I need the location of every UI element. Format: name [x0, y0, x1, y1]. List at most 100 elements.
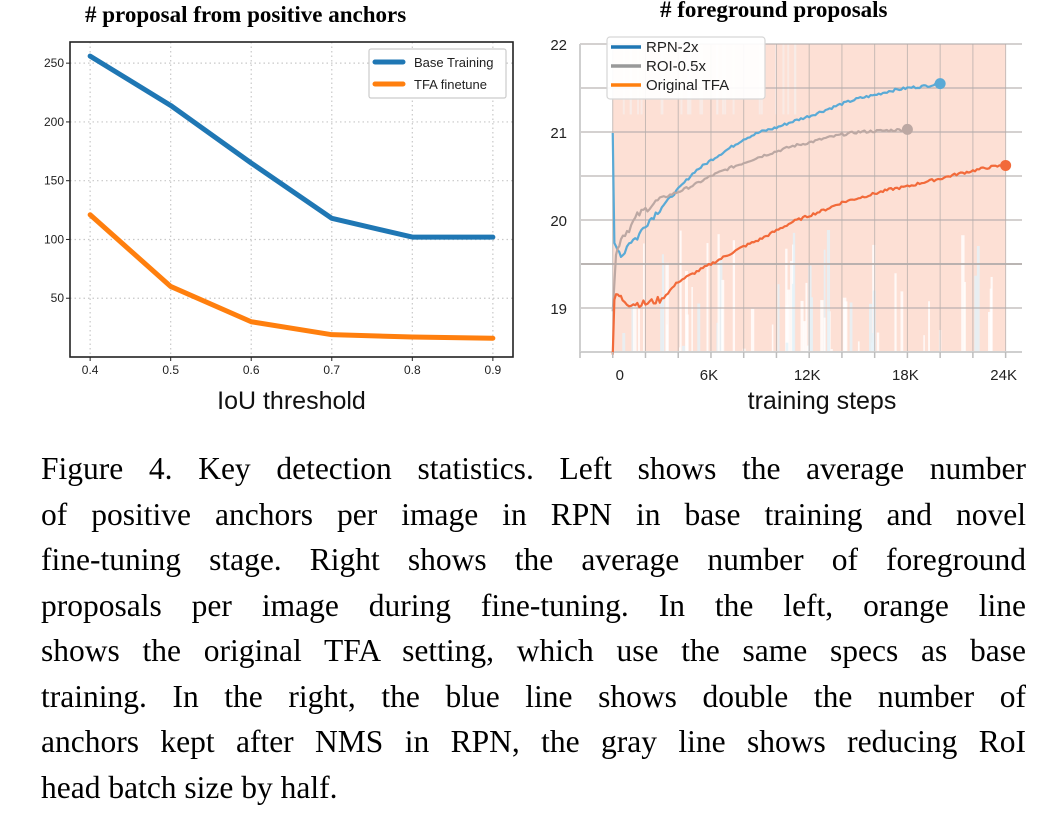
x-tick-label: 0.7	[323, 363, 340, 377]
noise-streak	[750, 308, 755, 352]
series-end-marker	[901, 123, 913, 135]
noise-streak	[787, 44, 790, 115]
caption-line: proposals per image during fine-tuning. …	[41, 587, 1026, 623]
series-line-original-tfa	[611, 164, 1007, 355]
noise-streak	[679, 347, 681, 352]
noise-streak	[622, 332, 626, 352]
x-tick-label: 18K	[892, 367, 919, 384]
noise-streak	[871, 333, 874, 352]
noise-streak	[721, 279, 725, 352]
x-tick-label: 12K	[794, 367, 821, 384]
x-tick-label: 24K	[990, 367, 1017, 384]
noise-streak	[928, 301, 931, 352]
y-tick-label: 250	[44, 56, 64, 70]
noise-streak	[849, 302, 853, 352]
series-line-rpn-2x	[611, 81, 941, 258]
right-chart: 0 6K 12K 18K 24K 19 20 21 22 training steps RPN-2x…	[550, 36, 1022, 415]
legend-label: Base Training	[414, 55, 494, 70]
x-tick-label: 6K	[700, 367, 718, 384]
noise-streak	[808, 265, 812, 352]
noise-streak	[894, 273, 897, 352]
noise-streak	[679, 230, 682, 352]
noise-streak	[777, 284, 780, 352]
noise-streak	[717, 234, 720, 352]
legend: RPN-2x ROI-0.5x Original TFA	[606, 36, 766, 100]
noise-streak	[974, 275, 978, 352]
series-line-base-training	[87, 53, 496, 240]
noise-streak	[826, 230, 831, 352]
noise-streak	[681, 345, 686, 352]
noise-streak	[785, 248, 788, 352]
noise-streak	[716, 322, 719, 352]
x-tick-label: 0.9	[485, 363, 502, 377]
noise-streak	[988, 311, 991, 352]
noise-streak	[631, 301, 635, 352]
caption-line: Figure 4. Key detection statistics. Left…	[41, 451, 1026, 486]
series-line-tfa-finetune	[87, 212, 496, 341]
noise-streak	[842, 297, 847, 352]
legend: Base Training TFA finetune	[368, 48, 507, 99]
right-chart-title: # foreground proposals	[660, 0, 888, 22]
series-end-marker	[934, 78, 946, 90]
noise-streak	[806, 345, 810, 352]
caption-line: anchors kept after NMS in RPN, the gray …	[41, 724, 1026, 759]
x-tick-label: 0.4	[82, 363, 99, 377]
left-chart: 0.4 0.5 0.6 0.7 0.8 0.9 50 100 150 200 250 IoU thre…	[44, 41, 514, 415]
caption-line: of positive anchors per image in RPN in …	[41, 496, 1026, 532]
noise-streak	[800, 300, 804, 352]
y-tick-label: 21	[550, 125, 567, 142]
noise-streak	[794, 44, 797, 115]
plot-frame	[69, 41, 514, 358]
y-tick-label: 200	[44, 115, 64, 129]
noise-streak	[697, 303, 701, 352]
y-tick-label: 19	[550, 301, 567, 318]
noise-streak	[732, 240, 736, 352]
legend-label: Original TFA	[646, 77, 729, 94]
noise-streak	[643, 243, 645, 352]
y-tick-label: 50	[51, 291, 65, 305]
x-tick-label: 0.5	[162, 363, 179, 377]
y-tick-label: 150	[44, 174, 64, 188]
noise-streak	[823, 249, 826, 352]
x-tick-label: 0.8	[404, 363, 421, 377]
noise-streak	[820, 300, 824, 352]
y-tick-label: 100	[44, 232, 64, 246]
noise-streak	[830, 349, 833, 352]
legend-label: TFA finetune	[414, 77, 487, 92]
noise-streak	[900, 291, 904, 352]
noise-streak	[718, 257, 723, 352]
legend-box	[606, 36, 766, 100]
y-tick-label: 22	[550, 37, 567, 54]
noise-streak	[857, 341, 860, 352]
caption-line: fine-tuning stage. Right shows the avera…	[41, 542, 1026, 577]
noise-streak	[964, 281, 966, 352]
noise-streak	[790, 260, 794, 352]
noise-streak	[684, 270, 688, 352]
noise-streak	[633, 306, 637, 352]
noise-streak	[792, 232, 796, 352]
noise-streak	[803, 321, 806, 352]
noise-streak	[782, 44, 785, 115]
legend-label: ROI-0.5x	[646, 58, 707, 75]
noise-streak	[706, 243, 709, 352]
noise-streak	[662, 262, 665, 352]
x-axis-label: training steps	[748, 387, 897, 415]
noise-streak	[961, 235, 965, 352]
figure-caption: Figure 4. Key detection statistics. Left…	[41, 446, 1026, 810]
noise-streak	[791, 283, 794, 352]
noise-streak	[785, 342, 789, 352]
y-tick-label: 20	[550, 213, 567, 230]
caption-line: head batch size by half.	[41, 769, 338, 805]
x-tick-label: 0	[616, 367, 624, 384]
caption-line: shows the original TFA setting, which us…	[41, 633, 1026, 668]
left-chart-title: # proposal from positive anchors	[85, 2, 407, 27]
legend-label: RPN-2x	[646, 39, 699, 56]
noise-streak	[785, 305, 789, 352]
x-tick-label: 0.6	[243, 363, 260, 377]
noise-streak	[823, 317, 826, 352]
noise-streak	[810, 297, 814, 352]
noise-streak	[691, 286, 693, 352]
noise-streak	[869, 303, 873, 352]
noise-streak	[923, 335, 925, 352]
